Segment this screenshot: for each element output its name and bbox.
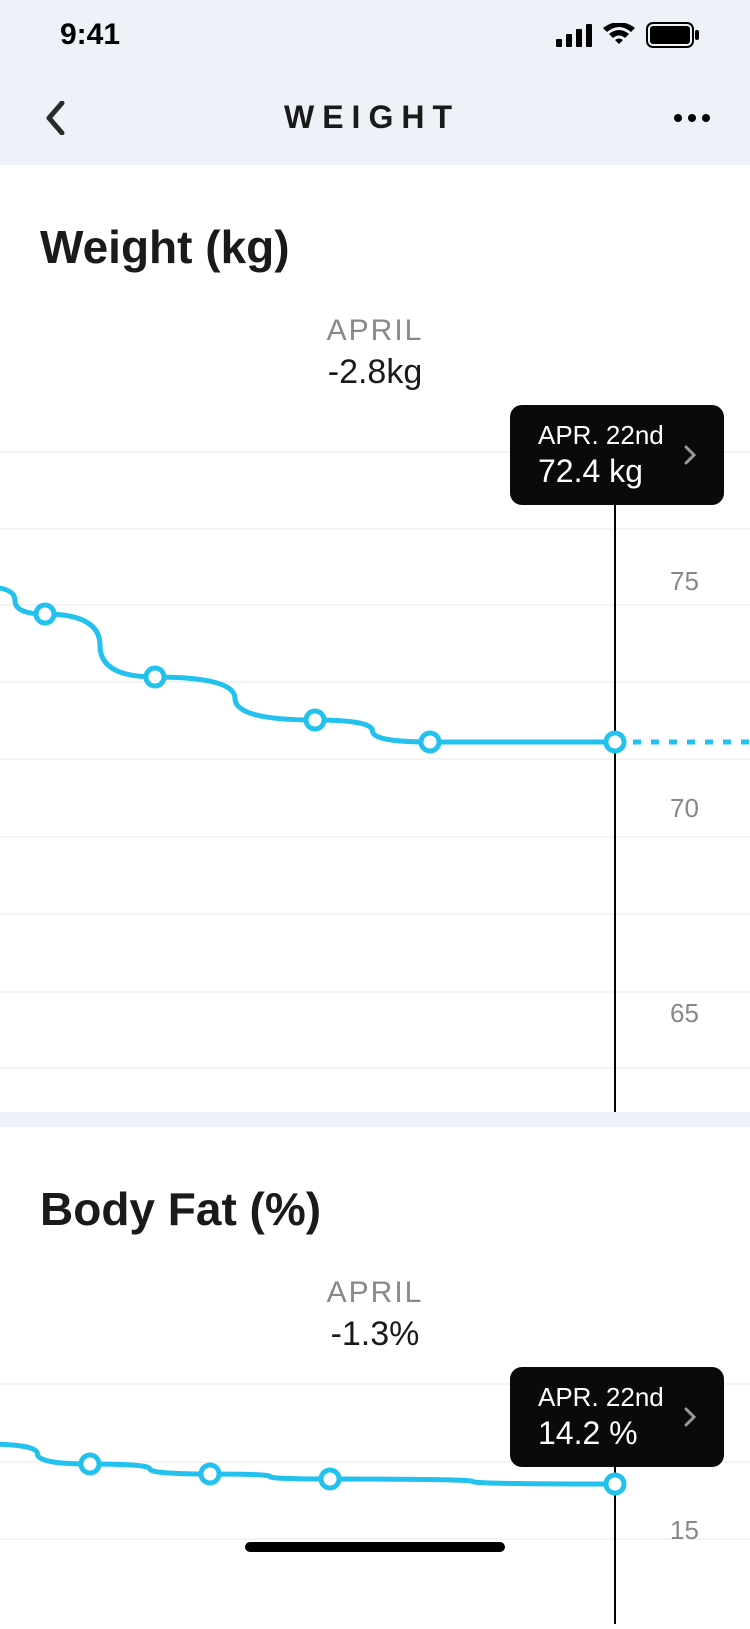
chevron-right-icon xyxy=(684,445,696,465)
section-divider xyxy=(0,1112,750,1127)
bodyfat-tooltip-value: 14.2 % xyxy=(538,1415,664,1452)
status-bar: 9:41 xyxy=(0,0,750,70)
bodyfat-summary: APRIL -1.3% xyxy=(0,1266,750,1374)
bodyfat-tooltip-date: APR. 22nd xyxy=(538,1382,664,1413)
bodyfat-title: Body Fat (%) xyxy=(0,1127,750,1266)
more-button[interactable] xyxy=(674,114,710,122)
battery-icon xyxy=(646,22,700,48)
svg-text:65: 65 xyxy=(670,998,699,1028)
nav-title: WEIGHT xyxy=(284,99,460,136)
weight-tooltip-date: APR. 22nd xyxy=(538,420,664,451)
bodyfat-tooltip[interactable]: APR. 22nd 14.2 % xyxy=(510,1367,724,1467)
weight-tooltip-value: 72.4 kg xyxy=(538,453,664,490)
weight-chart-container[interactable]: APR. 22nd 72.4 kg 75 70 65 xyxy=(0,412,750,1112)
cellular-icon xyxy=(556,23,592,47)
weight-chart: 75 70 65 xyxy=(0,412,750,1112)
nav-bar: WEIGHT xyxy=(0,70,750,165)
svg-text:75: 75 xyxy=(670,566,699,596)
weight-summary: APRIL -2.8kg xyxy=(0,304,750,412)
bodyfat-chart-container[interactable]: APR. 22nd 14.2 % 15 xyxy=(0,1374,750,1624)
svg-text:70: 70 xyxy=(670,793,699,823)
wifi-icon xyxy=(602,23,636,47)
weight-month: APRIL xyxy=(0,314,750,348)
weight-title: Weight (kg) xyxy=(0,165,750,304)
bodyfat-change: -1.3% xyxy=(0,1315,750,1354)
status-time: 9:41 xyxy=(60,18,120,52)
weight-change: -2.8kg xyxy=(0,353,750,392)
bodyfat-month: APRIL xyxy=(0,1276,750,1310)
home-indicator[interactable] xyxy=(245,1542,505,1552)
chevron-left-icon xyxy=(45,101,65,135)
svg-text:15: 15 xyxy=(670,1515,699,1545)
chevron-right-icon xyxy=(684,1407,696,1427)
status-icons xyxy=(556,22,700,48)
weight-tooltip[interactable]: APR. 22nd 72.4 kg xyxy=(510,405,724,505)
back-button[interactable] xyxy=(40,103,70,133)
weight-section: Weight (kg) APRIL -2.8kg APR. 22nd 72.4 … xyxy=(0,165,750,1112)
